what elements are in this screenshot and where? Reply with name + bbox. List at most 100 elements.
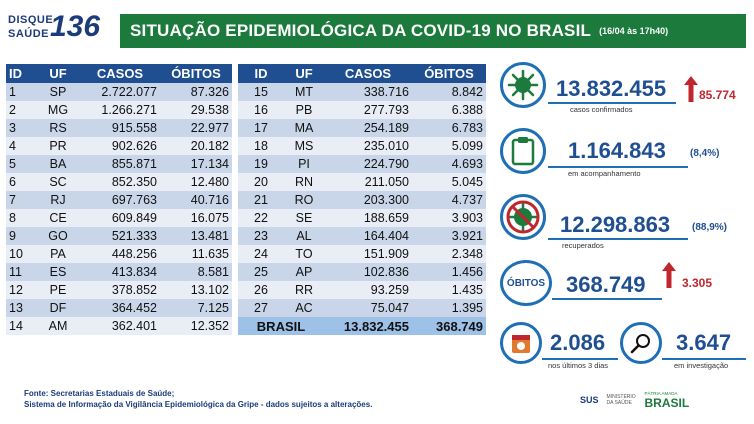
cell-casos: 224.790 [324,155,412,173]
monitoring-value: 1.164.843 [568,138,666,163]
cell-id: 23 [238,227,284,245]
cell-obitos: 17.134 [160,155,232,173]
cell-obitos: 7.125 [160,299,232,317]
cell-casos: 203.300 [324,191,412,209]
footer-line2: Sistema de Informação da Vigilância Epid… [24,400,373,409]
cell-casos: 902.626 [80,137,160,155]
cell-casos: 413.834 [80,263,160,281]
cell-uf: GO [36,227,80,245]
logo-line1: DISQUE [8,14,54,26]
cell-casos: 164.404 [324,227,412,245]
monitoring-underline [548,166,688,168]
table-row: 1 SP 2.722.077 87.326 [6,83,232,101]
brasil-logo: PÁTRIA AMADA BRASIL [645,391,690,410]
cell-casos: 254.189 [324,119,412,137]
no-virus-icon [500,194,546,240]
cell-uf: BA [36,155,80,173]
cell-casos: 235.010 [324,137,412,155]
cell-obitos: 13.102 [160,281,232,299]
cell-obitos: 1.435 [412,281,486,299]
cell-id: 20 [238,173,284,191]
cell-uf: AM [36,317,80,335]
cell-id: 2 [6,101,36,119]
cell-casos: 852.350 [80,173,160,191]
recovered-underline [548,238,688,240]
cell-obitos: 3.903 [412,209,486,227]
total-casos: 13.832.455 [324,317,412,335]
table-row: 18 MS 235.010 5.099 [238,137,486,155]
monitoring-pct: (8,4%) [690,148,720,159]
cell-uf: AL [284,227,324,245]
cell-obitos: 8.842 [412,83,486,101]
cell-casos: 1.266.271 [80,101,160,119]
cell-id: 19 [238,155,284,173]
cell-id: 18 [238,137,284,155]
virus-icon [500,62,546,108]
cell-casos: 378.852 [80,281,160,299]
recent-deaths-label: nos últimos 3 dias [548,361,609,370]
cell-casos: 697.763 [80,191,160,209]
recent-deaths-value: 2.086 [550,330,606,355]
cell-uf: RN [284,173,324,191]
cell-obitos: 3.921 [412,227,486,245]
cell-casos: 338.716 [324,83,412,101]
cell-id: 5 [6,155,36,173]
page-title: SITUAÇÃO EPIDEMIOLÓGICA DA COVID-19 NO B… [130,21,592,40]
col-obitos: ÓBITOS [160,64,232,83]
cell-obitos: 1.395 [412,299,486,317]
table-row: 16 PB 277.793 6.388 [238,101,486,119]
ministry-logo: MINISTÉRIO DA SAÚDE [606,394,636,406]
cell-obitos: 29.538 [160,101,232,119]
confirmed-underline [548,102,676,104]
cell-obitos: 16.075 [160,209,232,227]
cell-uf: PA [36,245,80,263]
table-row: 8 CE 609.849 16.075 [6,209,232,227]
cell-uf: PE [36,281,80,299]
col-uf: UF [284,64,324,83]
up-arrow-icon [662,262,676,288]
cell-id: 12 [6,281,36,299]
cell-obitos: 6.388 [412,101,486,119]
table-row: 7 RJ 697.763 40.716 [6,191,232,209]
logo-number: 136 [50,10,101,43]
deaths-delta: 3.305 [682,276,713,290]
table-row: 12 PE 378.852 13.102 [6,281,232,299]
col-obitos: ÓBITOS [412,64,486,83]
investigation-label: em investigação [674,361,729,370]
magnifier-icon [620,322,662,364]
cell-casos: 75.047 [324,299,412,317]
col-uf: UF [36,64,80,83]
table-row: 24 TO 151.909 2.348 [238,245,486,263]
cell-casos: 448.256 [80,245,160,263]
footer-source: Fonte: Secretarias Estaduais de Saúde; S… [24,388,372,410]
cell-casos: 2.722.077 [80,83,160,101]
cell-id: 4 [6,137,36,155]
cell-casos: 188.659 [324,209,412,227]
cell-obitos: 22.977 [160,119,232,137]
cell-id: 8 [6,209,36,227]
cell-casos: 521.333 [80,227,160,245]
table-row: 25 AP 102.836 1.456 [238,263,486,281]
cell-casos: 364.452 [80,299,160,317]
cell-uf: AP [284,263,324,281]
cell-id: 25 [238,263,284,281]
calendar-icon [500,322,542,364]
cell-id: 21 [238,191,284,209]
col-casos: CASOS [80,64,160,83]
table-row: 19 PI 224.790 4.693 [238,155,486,173]
cell-obitos: 5.045 [412,173,486,191]
total-obitos: 368.749 [412,317,486,335]
cell-uf: TO [284,245,324,263]
table-header-row: ID UF CASOS ÓBITOS [6,64,232,83]
deaths-title: ÓBITOS [500,260,552,306]
cell-uf: PR [36,137,80,155]
cell-obitos: 13.481 [160,227,232,245]
cell-uf: MS [284,137,324,155]
cell-uf: ES [36,263,80,281]
cell-casos: 915.558 [80,119,160,137]
table-row: 20 RN 211.050 5.045 [238,173,486,191]
cell-uf: RR [284,281,324,299]
cell-obitos: 12.480 [160,173,232,191]
table-row: 9 GO 521.333 13.481 [6,227,232,245]
sus-logo: SUS [580,395,599,405]
